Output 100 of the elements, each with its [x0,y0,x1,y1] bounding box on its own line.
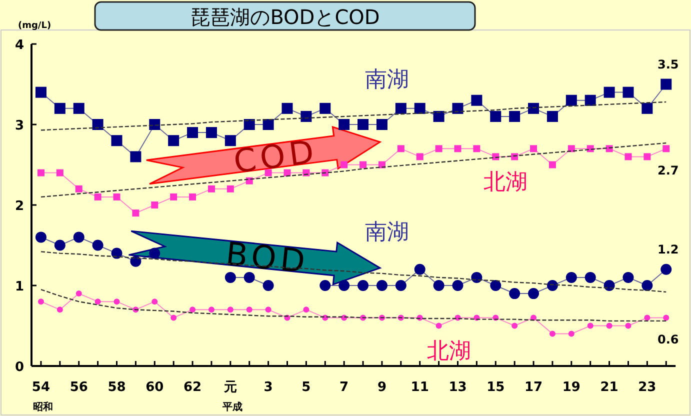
point [566,272,577,283]
point [644,153,651,160]
point [54,102,66,114]
point [358,280,369,291]
point [226,185,234,192]
point [132,210,140,217]
x-tick-label: 5 [302,380,311,395]
point [338,119,350,130]
point [471,272,482,283]
point [149,248,160,259]
text: 平成 [221,401,242,413]
point [490,280,502,291]
point [246,306,252,313]
point [35,86,46,98]
point [37,169,44,176]
point [244,119,255,130]
x-tick-label: 元 [222,380,237,395]
point [282,102,293,114]
point [224,272,236,283]
point [170,193,178,200]
y-tick-label: 1 [14,280,24,294]
point [509,288,520,300]
point [604,86,615,98]
point [244,272,255,283]
data-label: 3.5 [657,57,679,72]
point [512,322,518,329]
point [76,290,82,297]
point [376,119,388,130]
point [111,135,122,146]
y-tick-label: 2 [14,199,24,214]
point [436,322,442,329]
point [566,94,577,106]
series-label: 北湖 [484,170,528,195]
data-label: 0.6 [657,332,679,347]
title: 琵琶湖のBODとCOD [94,1,476,31]
point [75,185,82,192]
x-tick-label: 17 [524,380,543,395]
point [151,202,158,208]
series-label: 北湖 [426,338,471,364]
point [130,151,142,162]
point [433,280,444,291]
point [546,110,558,122]
point [625,322,632,329]
point [206,127,217,138]
x-tick-label: 56 [70,380,88,395]
y-axis-title: (mg/L) [18,21,52,31]
point [546,280,558,291]
point [530,314,537,321]
point [168,135,180,146]
point [35,232,46,243]
point [94,193,102,200]
point [663,314,670,321]
point [224,135,236,146]
point [73,232,84,243]
point [54,240,66,251]
point [622,272,634,283]
point [662,145,670,152]
point [587,322,594,329]
x-tick-label: 9 [377,380,386,395]
point [528,288,540,300]
x-tick-label: 7 [340,380,349,395]
point [73,102,84,114]
point [642,102,653,114]
point [644,314,650,321]
point [660,264,672,275]
point [208,306,214,313]
point [170,314,177,321]
point [300,110,312,122]
point [262,119,274,130]
point [397,145,404,152]
point [113,193,120,200]
annotation: BOD [224,234,311,281]
point [642,280,653,291]
point [414,264,426,275]
point [338,280,350,291]
x-tick-label: 13 [448,380,467,395]
point [548,161,556,168]
point [190,306,196,313]
annotation: COD [232,132,320,181]
point [111,248,122,259]
text: 昭和 [32,401,53,413]
point [149,119,160,130]
point [187,127,198,138]
point [360,161,367,168]
point [92,119,104,130]
x-tick-label: 3 [264,380,273,395]
point [416,153,424,160]
point [56,306,63,313]
point [509,110,520,122]
point [660,78,672,90]
point [320,102,331,114]
y-tick-label: 0 [14,360,24,375]
data-label: 1.2 [657,242,679,256]
point [433,110,444,122]
point [395,280,406,291]
point [92,240,104,251]
point [454,145,462,152]
point [452,280,464,291]
x-tick-label: 19 [562,380,580,395]
point [490,110,502,122]
